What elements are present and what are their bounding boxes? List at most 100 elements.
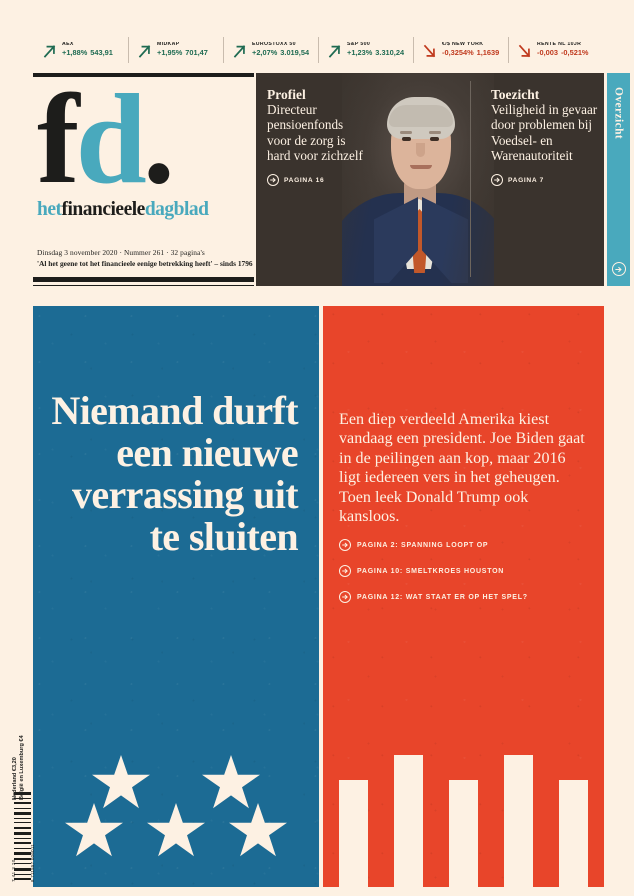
barcode: 7 41 3 20 8 711557 006011 bbox=[11, 790, 35, 882]
barcode-bar bbox=[14, 822, 31, 824]
stripe-bar bbox=[394, 755, 423, 887]
flag-star-row-top bbox=[33, 755, 319, 811]
fd-logo-subtitle: hetfinancieeledagblad bbox=[33, 199, 254, 221]
ticker-pct: -0,003 bbox=[537, 48, 558, 58]
stripe-bar bbox=[339, 780, 368, 887]
star-icon bbox=[229, 803, 287, 857]
ticker-item-rente-nl-10jr[interactable]: RENTE NL 10JR -0,003 -0,521% bbox=[508, 35, 603, 65]
flag-star-field bbox=[33, 755, 319, 859]
logo-sub-dagblad: dagblad bbox=[144, 199, 209, 220]
page-link-label: PAGINA 12: WAT STAAT ER OP HET SPEL? bbox=[357, 593, 528, 601]
barcode-bar bbox=[14, 811, 31, 815]
barcode-bar bbox=[14, 838, 31, 840]
star-icon bbox=[65, 803, 123, 857]
barcode-bar bbox=[14, 818, 31, 820]
barcode-bar bbox=[14, 851, 31, 855]
arrow-down-right-icon bbox=[518, 44, 531, 57]
barcode-bar bbox=[14, 863, 31, 865]
ticker-value: -0,521% bbox=[560, 48, 589, 58]
ticker-name: S&P 500 bbox=[347, 42, 371, 48]
fd-logo-wordmark: fd. bbox=[33, 75, 254, 203]
ticker-value: 1,1639 bbox=[476, 48, 500, 58]
teaser-kicker: Toezicht bbox=[491, 87, 540, 102]
page-link-label: PAGINA 2: SPANNING LOOPT OP bbox=[357, 541, 489, 549]
ticker-item-eurostoxx-50[interactable]: EUROSTOXX 50 +2,07% 3.019,54 bbox=[223, 35, 318, 65]
page-link-spanning-loopt-op[interactable]: PAGINA 2: SPANNING LOOPT OP bbox=[339, 539, 591, 551]
ticker-value: 701,47 bbox=[185, 48, 208, 58]
market-ticker-bar: AEX +1,88% 543,91 MIDKAP +1,95% 701,47 EUR… bbox=[33, 30, 603, 70]
masthead-rule-bottom bbox=[33, 277, 254, 282]
logo-letter-f: f bbox=[37, 68, 80, 210]
teaser-page-link[interactable]: PAGINA 7 bbox=[491, 174, 598, 187]
barcode-bar bbox=[14, 842, 31, 845]
ticker-name: €/$ NEW YORK bbox=[442, 42, 484, 48]
logo-sub-het: het bbox=[37, 199, 62, 220]
teaser-page-label: PAGINA 16 bbox=[284, 176, 325, 184]
ticker-item-midkap[interactable]: MIDKAP +1,95% 701,47 bbox=[128, 35, 223, 65]
barcode-bar bbox=[14, 831, 31, 835]
logo-letter-d: d bbox=[75, 68, 147, 210]
teaser-profiel[interactable]: Profiel Directeur pensioenfonds voor de … bbox=[256, 73, 364, 187]
page-link-smeltkroes-houston[interactable]: PAGINA 10: SMELTKROES HOUSTON bbox=[339, 565, 591, 577]
barcode-bar bbox=[14, 826, 31, 829]
flag-stripe-field bbox=[323, 727, 604, 887]
arrow-right-circle-icon bbox=[339, 591, 351, 603]
dateline-issue-info: Dinsdag 3 november 2020 · Nummer 261 · 3… bbox=[37, 248, 205, 257]
ticker-value: 3.019,54 bbox=[280, 48, 310, 58]
ticker-pct: +1,88% bbox=[62, 48, 88, 58]
barcode-bars bbox=[14, 792, 31, 880]
barcode-bar bbox=[14, 867, 31, 871]
teaser-page-label: PAGINA 7 bbox=[508, 176, 545, 184]
ticker-item-sp-500[interactable]: S&P 500 +1,23% 3.310,24 bbox=[318, 35, 413, 65]
ticker-pct: -0,3254% bbox=[442, 48, 474, 58]
barcode-bar bbox=[14, 873, 31, 875]
ticker-item-aex[interactable]: AEX +1,88% 543,91 bbox=[33, 35, 128, 65]
arrow-down-right-icon bbox=[423, 44, 436, 57]
fd-logo[interactable]: fd. hetfinancieeledagblad bbox=[33, 75, 254, 240]
barcode-bar bbox=[14, 858, 31, 861]
masthead-rule-bottom-thin bbox=[33, 285, 254, 286]
teaser-headline: Veiligheid in gevaar door problemen bij … bbox=[491, 102, 598, 163]
overzicht-label: Overzicht bbox=[612, 87, 625, 140]
teaser-toezicht[interactable]: Toezicht Veiligheid in gevaar door probl… bbox=[470, 73, 598, 278]
ticker-value: 3.310,24 bbox=[375, 48, 405, 58]
barcode-bar bbox=[14, 798, 31, 800]
portrait-photo-pension-fund-director bbox=[342, 73, 494, 286]
ticker-pct: +2,07% bbox=[252, 48, 278, 58]
page-link-label: PAGINA 10: SMELTKROES HOUSTON bbox=[357, 567, 505, 575]
teaser-kicker: Profiel bbox=[267, 87, 306, 102]
arrow-right-circle-icon bbox=[491, 174, 503, 187]
ticker-pct: +1,23% bbox=[347, 48, 373, 58]
barcode-bar bbox=[14, 802, 31, 805]
main-story-red-panel: Een diep verdeeld Amerika kiest vandaag … bbox=[323, 306, 604, 887]
main-story-blue-panel: Niemand durft een nieuwe verrassing uit … bbox=[33, 306, 319, 887]
teaser-page-link[interactable]: PAGINA 16 bbox=[267, 174, 364, 187]
overzicht-tab[interactable]: Overzicht bbox=[607, 73, 630, 286]
stripe-bar bbox=[559, 780, 588, 887]
main-story-page-links: PAGINA 2: SPANNING LOOPT OP PAGINA 10: S… bbox=[339, 539, 591, 617]
ticker-pct: +1,95% bbox=[157, 48, 183, 58]
photo-vignette bbox=[342, 73, 494, 286]
arrow-up-right-icon bbox=[138, 44, 151, 58]
barcode-bar bbox=[14, 792, 31, 795]
stripe-bar bbox=[504, 755, 533, 887]
arrow-right-circle-icon[interactable] bbox=[611, 262, 626, 276]
ticker-item-eur-usd-new-york[interactable]: €/$ NEW YORK -0,3254% 1,1639 bbox=[413, 35, 508, 65]
masthead-rule-top bbox=[33, 73, 254, 77]
arrow-right-circle-icon bbox=[339, 565, 351, 577]
barcode-bar bbox=[14, 877, 31, 880]
dateline: Dinsdag 3 november 2020 · Nummer 261 · 3… bbox=[37, 248, 257, 268]
barcode-bar bbox=[14, 807, 31, 809]
arrow-right-circle-icon bbox=[339, 539, 351, 551]
main-headline: Niemand durft een nieuwe verrassing uit … bbox=[51, 388, 298, 559]
logo-sub-financieele: financieele bbox=[61, 199, 146, 220]
ticker-value: 543,91 bbox=[90, 48, 113, 58]
arrow-up-right-icon bbox=[43, 44, 56, 58]
teaser-headline: Directeur pensioenfonds voor de zorg is … bbox=[267, 102, 363, 163]
ticker-name: RENTE NL 10JR bbox=[537, 42, 582, 48]
page-link-wat-staat-er-op-het-spel[interactable]: PAGINA 12: WAT STAAT ER OP HET SPEL? bbox=[339, 591, 591, 603]
ticker-name: EUROSTOXX 50 bbox=[252, 42, 296, 48]
ticker-name: AEX bbox=[62, 42, 74, 48]
stripe-bar bbox=[449, 780, 478, 887]
arrow-right-circle-icon bbox=[267, 174, 279, 187]
